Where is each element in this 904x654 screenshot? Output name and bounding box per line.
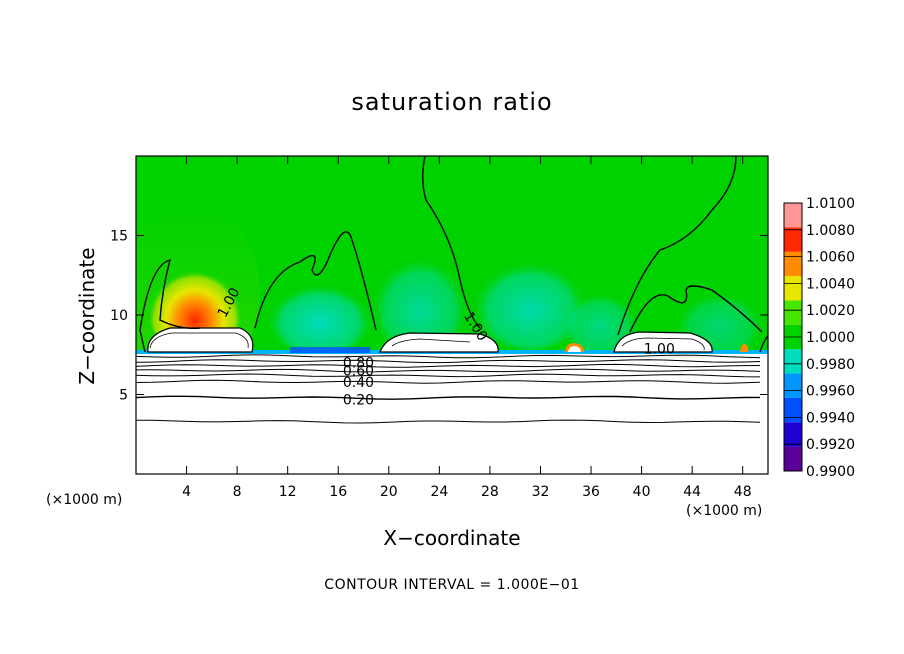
field-subsaturated-region-2 <box>370 245 470 355</box>
contour-1.00-d <box>617 156 737 336</box>
cloud-patch-1-inner-contour <box>149 332 249 349</box>
colorbar-label: 0.9980 <box>806 357 855 373</box>
x-tick-label: 44 <box>683 484 701 500</box>
contour-line <box>136 368 761 373</box>
colorbar: 0.9900 0.9920 0.9940 0.9960 0.9980 1.0000 1.00… <box>783 196 855 480</box>
cloud-patch-5 <box>740 344 749 352</box>
cloud-patch-3-core <box>568 346 581 352</box>
colorbar-label: 0.9940 <box>806 410 855 426</box>
contour-label: 0.40 <box>343 375 374 391</box>
contour-line <box>136 419 761 424</box>
x-tick-label: 32 <box>532 484 550 500</box>
colorbar-label: 0.9960 <box>806 384 855 400</box>
y-tick-label: 5 <box>119 388 128 404</box>
field-subsaturated-region-1 <box>265 275 375 355</box>
colorbar-swatch <box>784 276 802 301</box>
colorbar-swatch <box>784 300 802 325</box>
colorbar-swatch <box>784 349 802 374</box>
contour-1.00-b <box>254 231 377 331</box>
contour-1.00-f <box>759 335 768 353</box>
colorbar-label: 1.0100 <box>806 196 855 212</box>
colorbar-label: 1.0060 <box>806 250 855 266</box>
cloud-patch-1 <box>147 327 254 353</box>
contour-line <box>136 359 761 364</box>
colorbar-swatch <box>784 227 802 252</box>
field-subsaturated-region-4 <box>560 285 640 355</box>
field-lower-region <box>136 354 768 474</box>
colorbar-label: 1.0000 <box>806 330 855 346</box>
contour-line <box>136 395 761 400</box>
colorbar-swatch <box>784 446 802 471</box>
contour-lines-group <box>136 354 761 424</box>
x-tick-label: 20 <box>380 484 398 500</box>
contour-label: 0.60 <box>343 364 374 380</box>
contour-1.00-c <box>422 156 481 329</box>
y-tick-label: 10 <box>110 308 128 324</box>
contour-1.00-a <box>139 259 201 353</box>
cloud-patch-2 <box>379 332 499 353</box>
x-tick-label: 4 <box>182 484 191 500</box>
x-tick-label: 48 <box>734 484 752 500</box>
contour-1.00-e <box>629 285 763 333</box>
y-tick-label: 15 <box>110 229 128 245</box>
colorbar-swatch <box>784 251 802 277</box>
contour-line <box>136 354 761 359</box>
contour-line <box>136 373 761 378</box>
colorbar-swatch <box>784 422 802 447</box>
contour-label: 1.00 <box>644 341 675 357</box>
contour-line <box>136 379 761 384</box>
field-subsaturated-region-3 <box>470 250 590 350</box>
colorbar-label: 0.9920 <box>806 437 855 453</box>
x-tick-label: 24 <box>430 484 448 500</box>
x-unit-label-right: (×1000 m) <box>686 503 763 519</box>
colorbar-swatch <box>784 203 802 228</box>
colorbar-label: 1.0020 <box>806 303 855 319</box>
field-cloud-base-minimum <box>290 347 370 353</box>
colorbar-label: 1.0080 <box>806 223 855 239</box>
colorbar-swatch <box>784 373 802 398</box>
contour-label: 0.20 <box>343 392 374 408</box>
chart-title: saturation ratio <box>351 88 553 116</box>
contour-line <box>136 363 761 368</box>
x-tick-label: 12 <box>279 484 297 500</box>
x-tick-label: 36 <box>582 484 600 500</box>
colorbar-label: 1.0040 <box>806 276 855 292</box>
x-axis-label: X−coordinate <box>383 526 521 550</box>
x-tick-label: 8 <box>233 484 242 500</box>
cloud-patch-4-inner-contour <box>621 337 705 351</box>
x-tick-label: 40 <box>633 484 651 500</box>
x-tick-label: 16 <box>329 484 347 500</box>
x-unit-label-left: (×1000 m) <box>46 492 123 508</box>
cloud-patch-2-inner-contour <box>391 338 471 347</box>
contour-interval-note: CONTOUR INTERVAL = 1.000E−01 <box>324 577 580 593</box>
colorbar-swatch <box>784 397 802 423</box>
contour-label: 0.80 <box>343 356 374 372</box>
cloud-patch-4 <box>613 331 713 353</box>
x-tick-label: 28 <box>481 484 499 500</box>
contour-labels-group: 1.001.001.000.800.600.400.20 <box>215 285 675 408</box>
colorbar-label: 0.9900 <box>806 464 855 480</box>
